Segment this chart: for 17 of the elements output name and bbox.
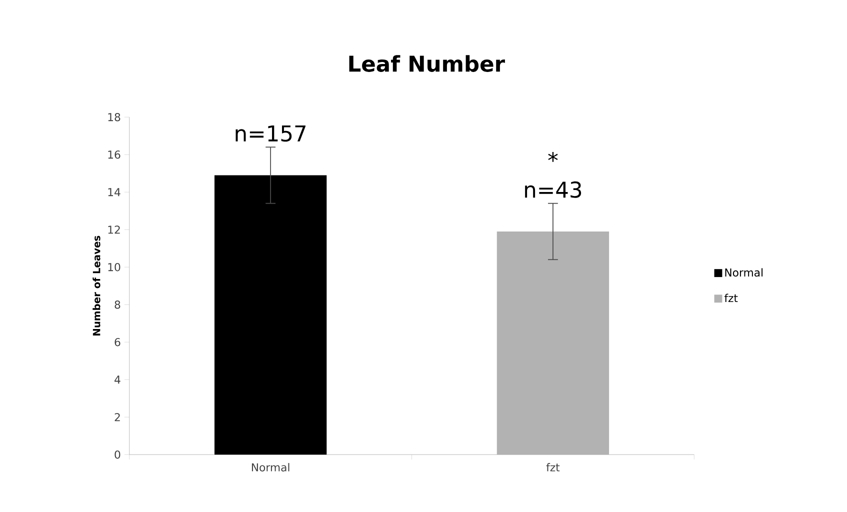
legend-label: Normal [725,268,763,277]
annotation: n=43 [525,181,582,198]
y-tick-label: 4 [114,376,120,384]
y-tick-label: 2 [114,412,120,422]
y-tick-label: 6 [114,338,120,346]
annotation: * [548,152,558,162]
y-tick-label: 12 [108,226,120,234]
y-tick-label: 0 [114,450,120,459]
annotation: n=157 [236,125,306,142]
chart-title: Leaf Number [349,55,505,72]
y-tick-label: 16 [108,150,120,159]
y-tick-label: 8 [114,300,120,309]
y-tick-label: 14 [108,188,120,196]
y-tick-label: 18 [108,112,120,122]
y-axis-title: Number of Leaves [92,236,100,336]
y-tick-label: 10 [108,262,120,272]
legend-label: fzt [724,294,738,302]
